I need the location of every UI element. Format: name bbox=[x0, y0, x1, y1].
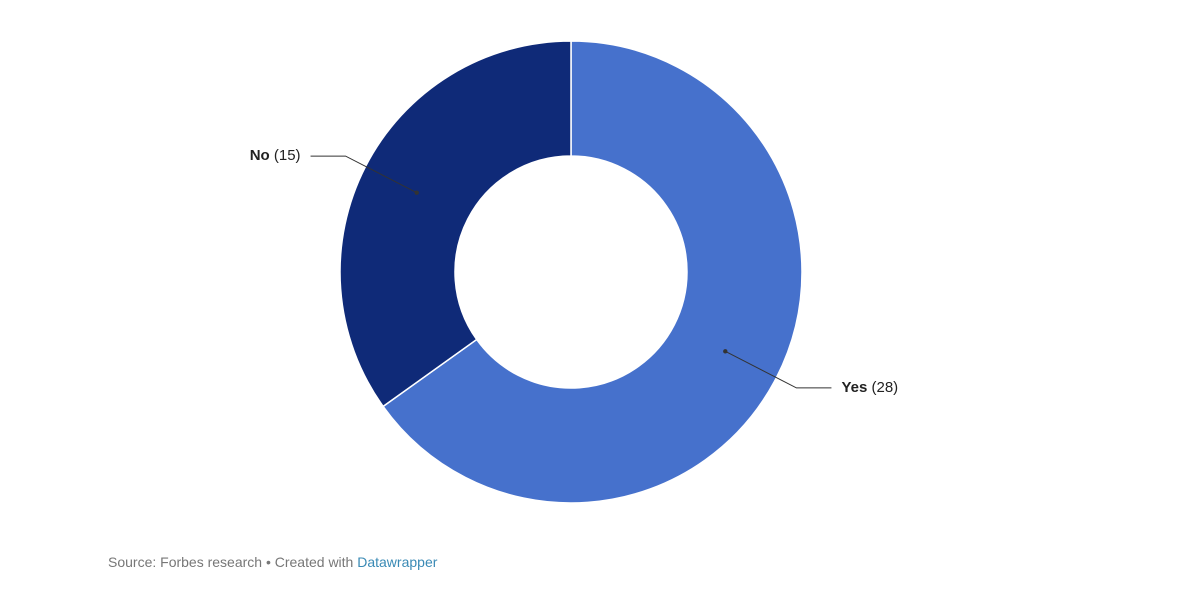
donut-slice bbox=[382, 40, 803, 504]
category-name: Yes bbox=[841, 379, 867, 396]
source-text: Source: Forbes research • Created with bbox=[108, 554, 353, 570]
leader-line bbox=[725, 350, 832, 389]
source-note: Source: Forbes research • Created with D… bbox=[108, 554, 438, 570]
slice-label: Yes (28) bbox=[841, 379, 898, 396]
value-label: (15) bbox=[274, 147, 301, 164]
donut-slice bbox=[339, 40, 572, 408]
category-name: No bbox=[250, 147, 270, 164]
credit-link[interactable]: Datawrapper bbox=[357, 554, 437, 570]
leader-line bbox=[310, 155, 417, 194]
slice-label: No (15) bbox=[250, 147, 301, 164]
value-label: (28) bbox=[871, 379, 898, 396]
